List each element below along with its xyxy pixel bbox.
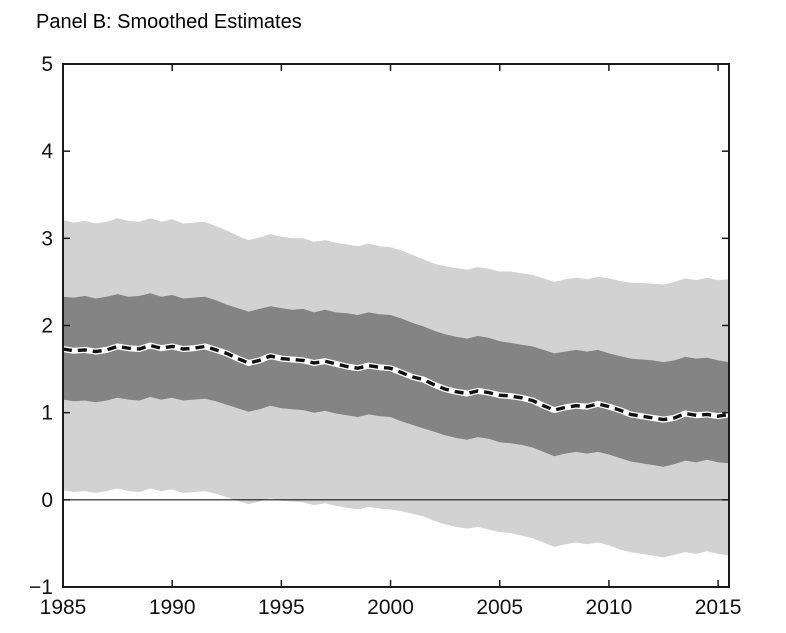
x-tick-label: 1985	[40, 596, 87, 619]
x-tick-label: 2010	[586, 596, 633, 619]
y-tick-label: 0	[41, 489, 53, 512]
y-tick-label: −1	[29, 576, 53, 599]
confidence-band-68	[63, 293, 729, 467]
y-tick-label: 5	[41, 53, 53, 76]
y-tick-label: 4	[41, 140, 53, 163]
y-tick-label: 3	[41, 227, 53, 250]
y-tick-label: 2	[41, 315, 53, 338]
smoothed-estimate-line	[62, 343, 730, 422]
x-tick-label: 2015	[695, 596, 742, 619]
x-tick-label: 2000	[367, 596, 414, 619]
x-tick-label: 1995	[258, 596, 305, 619]
y-tick-label: 1	[41, 402, 53, 425]
x-tick-label: 1990	[149, 596, 196, 619]
x-tick-label: 2005	[476, 596, 523, 619]
chart-title: Panel B: Smoothed Estimates	[36, 11, 302, 33]
